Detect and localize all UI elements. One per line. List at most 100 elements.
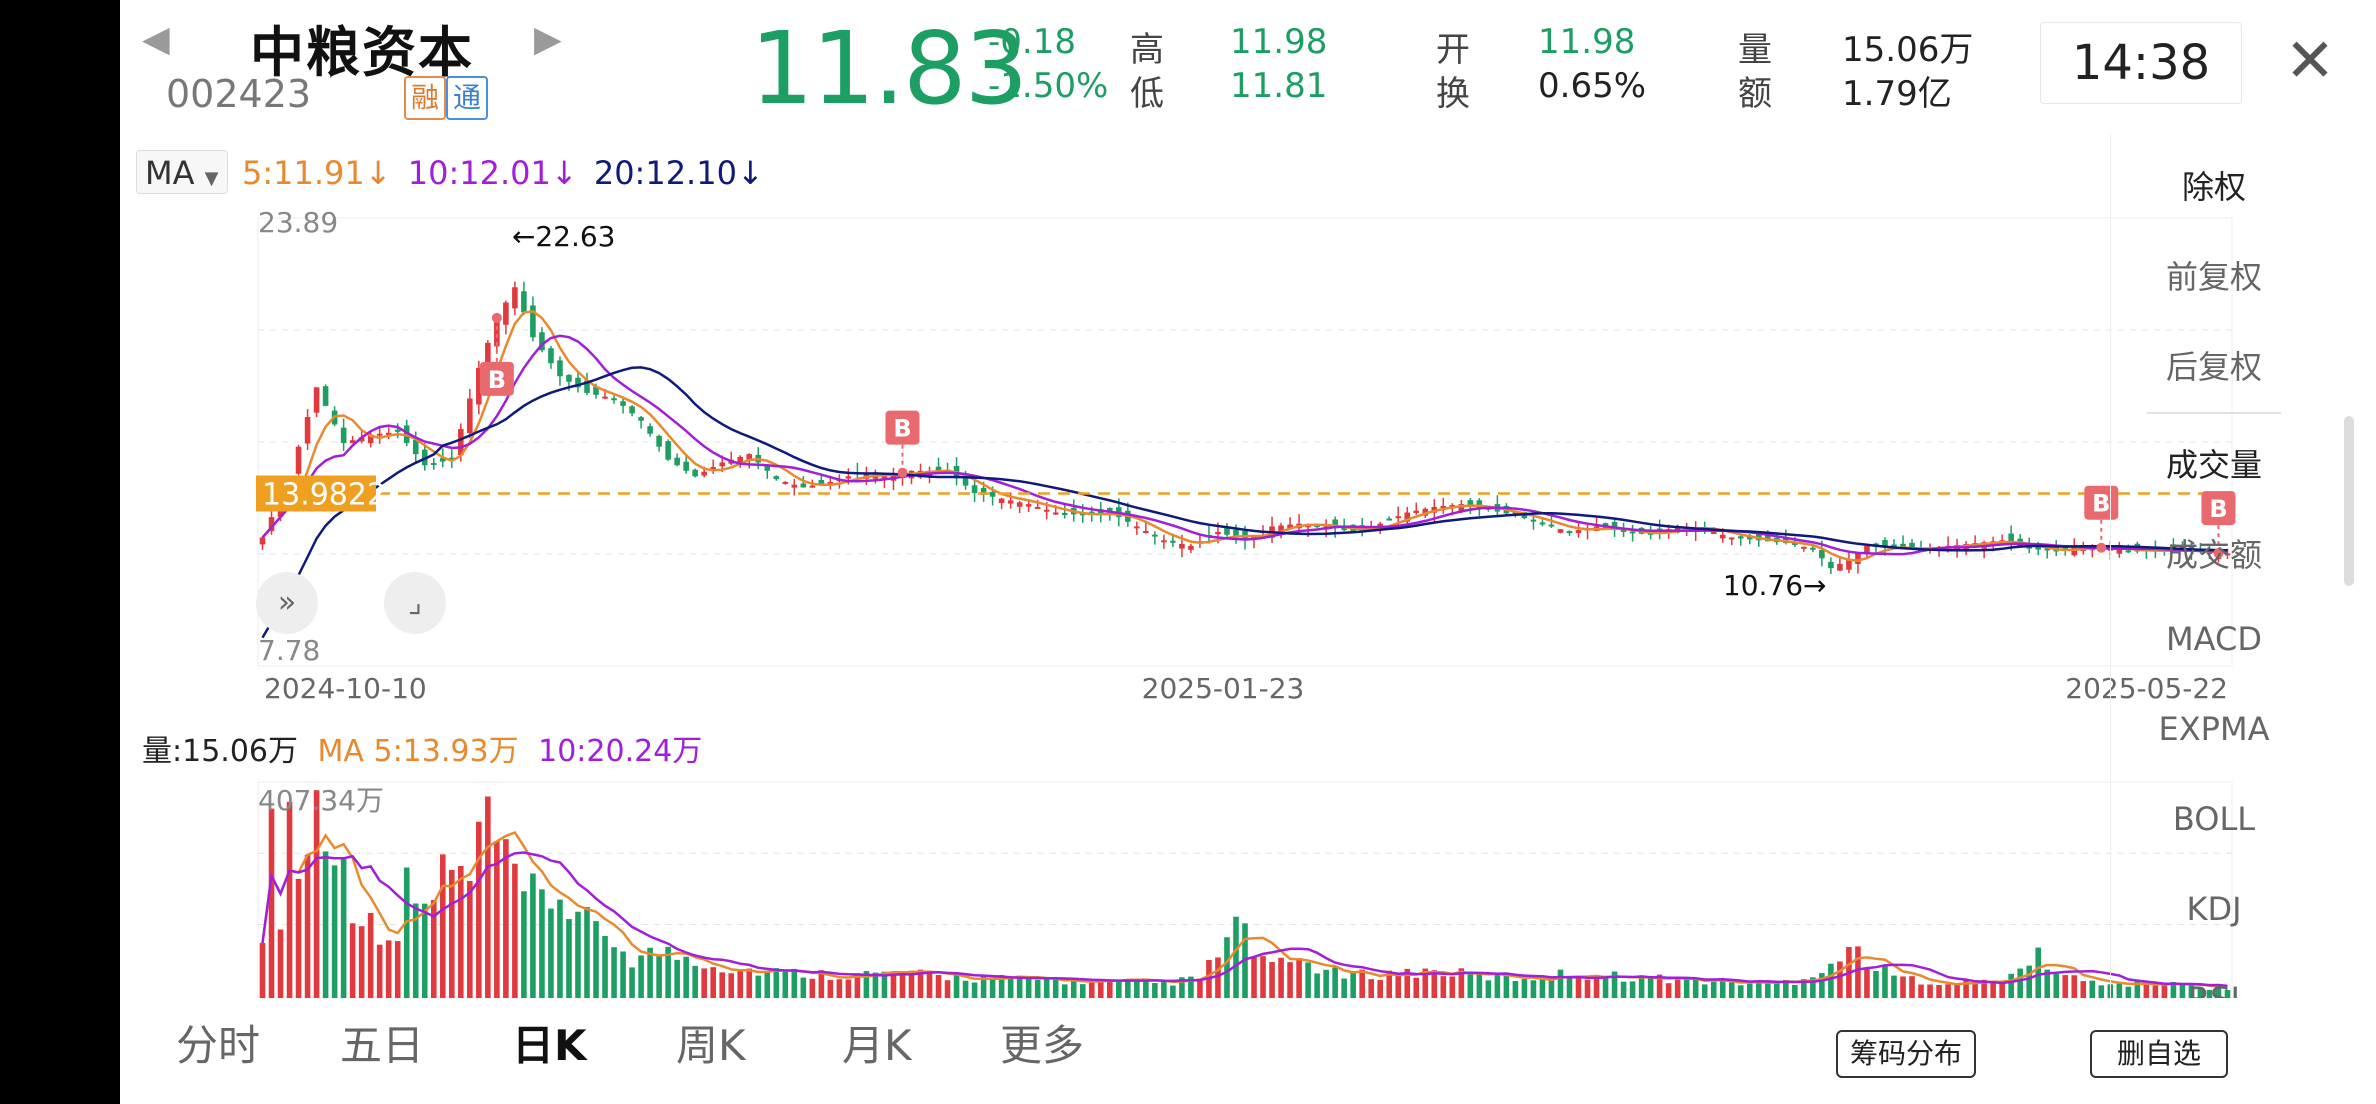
- fullscreen-icon[interactable]: ⌟: [384, 572, 446, 634]
- volume-bar: [1656, 974, 1663, 998]
- side-item-boll[interactable]: BOLL: [2172, 800, 2256, 838]
- candle-body: [539, 332, 545, 351]
- volume-bar: [2143, 984, 2150, 998]
- volume-bar: [467, 881, 473, 998]
- candle-body: [1467, 500, 1474, 507]
- price-change-pct: -1.50%: [988, 66, 1109, 106]
- candle-body: [1864, 545, 1870, 554]
- volume-bar: [394, 941, 401, 998]
- buy-marker-badge: [2084, 485, 2119, 520]
- candle-body: [710, 467, 716, 470]
- period-low-label: 10.76→: [1723, 569, 1827, 602]
- tab-five-day[interactable]: 五日: [340, 1021, 425, 1070]
- volume-bar: [1765, 980, 1771, 998]
- side-item-ex-rights[interactable]: 除权: [2181, 168, 2246, 206]
- volume-bar: [494, 841, 500, 998]
- candle-body: [1034, 506, 1041, 509]
- volume-bar: [485, 796, 491, 998]
- volume-bar: [2080, 981, 2087, 998]
- side-item-amount[interactable]: 成交额: [2165, 536, 2262, 574]
- volume-bar: [1314, 973, 1320, 998]
- candle-body: [295, 446, 302, 474]
- remove-watchlist-button[interactable]: 删自选: [2090, 1030, 2228, 1078]
- volume-bar: [1620, 981, 1627, 998]
- volume-bar: [304, 854, 311, 998]
- candle-body: [1251, 535, 1257, 539]
- candle-body: [827, 481, 834, 484]
- candle-body: [1025, 504, 1032, 507]
- triangle-left-icon[interactable]: ◀: [142, 19, 170, 60]
- volume-bar: [809, 978, 816, 998]
- ma-indicator-select[interactable]: MA ▼: [136, 150, 228, 194]
- candle-body: [376, 433, 383, 436]
- candle-body: [1710, 531, 1717, 534]
- volume-bar: [2062, 975, 2069, 998]
- ma20-line: [261, 366, 2228, 639]
- volume-bar: [1566, 976, 1573, 998]
- candle-body: [476, 367, 482, 405]
- candle-body: [629, 406, 635, 414]
- candle-body: [1828, 561, 1834, 569]
- candle-body: [2044, 548, 2051, 551]
- volume-bar: [2098, 985, 2105, 998]
- close-icon[interactable]: ✕: [2284, 26, 2336, 96]
- tab-daily-k[interactable]: 日K: [512, 1021, 587, 1070]
- volume-bar: [701, 968, 707, 998]
- side-item-macd[interactable]: MACD: [2166, 620, 2262, 658]
- volume-bar: [1431, 970, 1438, 998]
- candle-body: [1900, 543, 1906, 549]
- candle-body: [584, 380, 590, 393]
- side-item-kdj[interactable]: KDJ: [2186, 890, 2242, 928]
- volume-bar: [584, 907, 590, 998]
- candle-body: [692, 469, 698, 477]
- open-value: 11.98: [1538, 22, 1636, 62]
- volume-bar: [1413, 977, 1420, 998]
- side-item-expma[interactable]: EXPMA: [2158, 710, 2270, 748]
- reference-label-bg: [256, 475, 376, 512]
- side-item-backward-adjusted[interactable]: 后复权: [2165, 348, 2262, 386]
- kline-chart[interactable]: 13.9822 23.89 7.78 ←22.63 10.76→ 2024-10-10 20…: [120, 0, 2376, 1004]
- chevron-down-icon: ▼: [204, 168, 219, 189]
- volume-bar: [737, 970, 744, 998]
- triangle-right-icon[interactable]: ▶: [534, 19, 562, 60]
- volume-bar: [385, 940, 392, 998]
- volume-bar: [322, 851, 329, 998]
- tab-weekly-k[interactable]: 周K: [676, 1021, 746, 1070]
- side-item-volume[interactable]: 成交量: [2165, 446, 2262, 484]
- volume-bar: [980, 976, 987, 998]
- candle-body: [1161, 540, 1167, 543]
- volume-bar: [1701, 984, 1708, 998]
- open-label: 开: [1436, 30, 1470, 70]
- candle-body: [2116, 549, 2123, 554]
- buy-marker-badge: [885, 410, 920, 445]
- chip-distribution-button[interactable]: 筹码分布: [1836, 1030, 1976, 1078]
- candle-body: [638, 417, 644, 421]
- volume-bar: [1359, 969, 1365, 998]
- candle-body: [322, 386, 329, 406]
- y-min-label: 7.78: [258, 634, 320, 667]
- side-item-forward-adjusted[interactable]: 前复权: [2165, 258, 2262, 296]
- expand-icon[interactable]: »: [256, 572, 318, 634]
- tab-intraday[interactable]: 分时: [176, 1021, 261, 1070]
- side-scrollbar[interactable]: [2344, 416, 2354, 586]
- volume-bar: [1233, 916, 1239, 998]
- volume-bar: [1710, 981, 1717, 998]
- candle-body: [1422, 508, 1429, 516]
- candle-body: [1314, 525, 1320, 528]
- volume-bar: [665, 946, 671, 998]
- volume-bar: [1224, 937, 1230, 998]
- volume-bar: [1981, 979, 1987, 998]
- side-item-rsi[interactable]: RSI: [2111, 980, 2317, 998]
- volume-bar: [503, 839, 509, 998]
- volume-bar: [953, 974, 960, 998]
- volume-bar: [881, 971, 888, 998]
- candle-body: [791, 484, 798, 488]
- volume-bar: [1458, 968, 1465, 998]
- volume-bar: [692, 965, 698, 998]
- volume-bar: [674, 959, 680, 998]
- volume-bar: [2053, 973, 2060, 998]
- tab-more[interactable]: 更多: [1000, 1021, 1085, 1070]
- volume-bar: [1350, 972, 1356, 998]
- tab-monthly-k[interactable]: 月K: [842, 1021, 912, 1070]
- current-price: 11.83: [750, 10, 1028, 127]
